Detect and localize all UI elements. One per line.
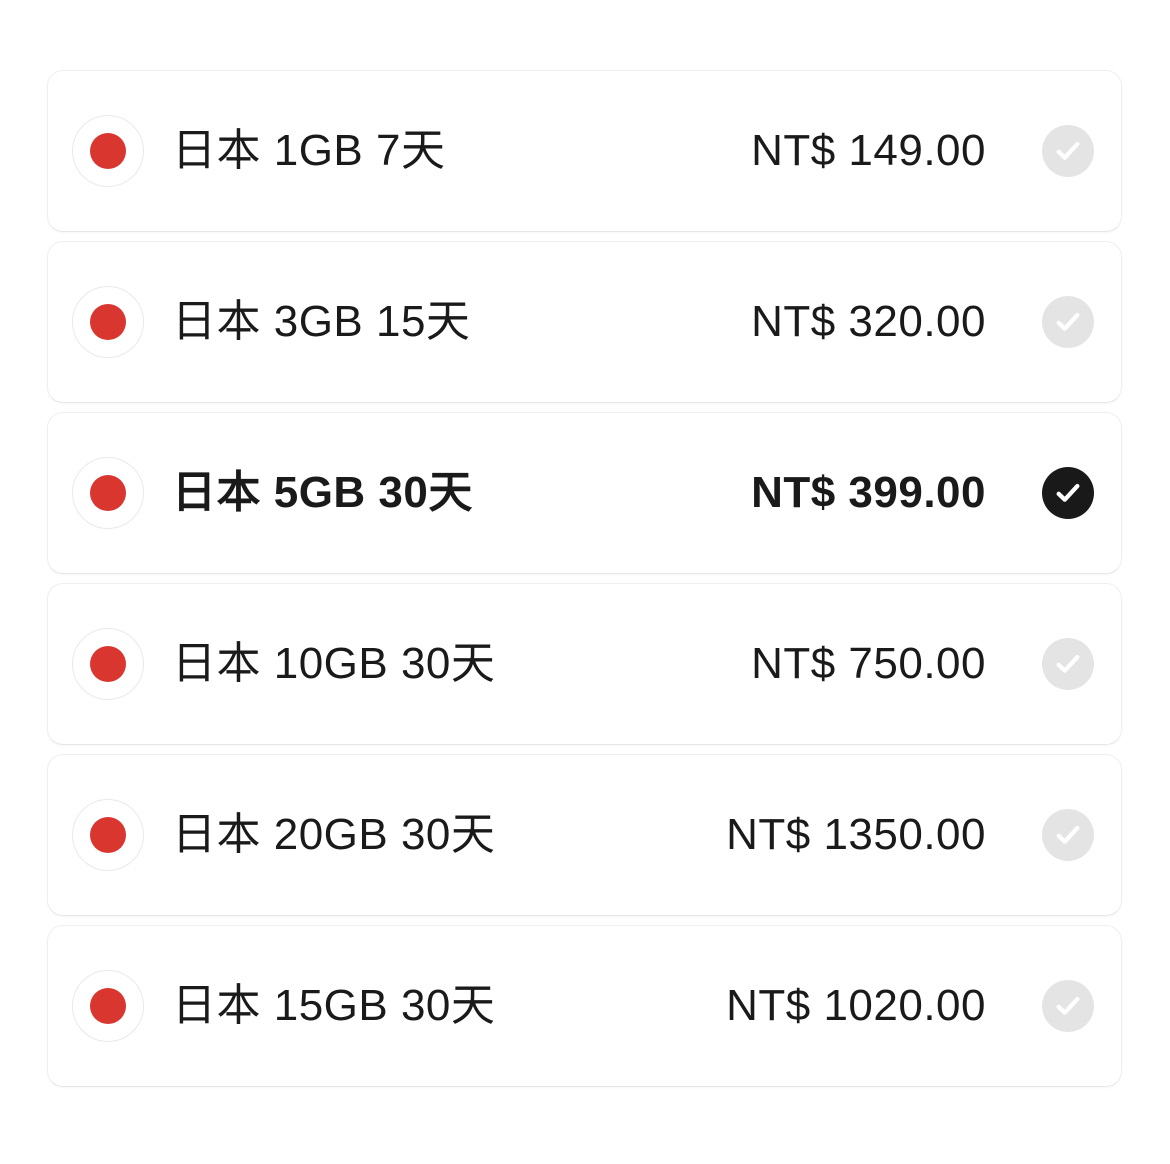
plan-label: 日本 20GB 30天 (172, 810, 496, 859)
check-icon (1042, 980, 1094, 1032)
plan-price: NT$ 1350.00 (726, 810, 986, 859)
plan-row[interactable]: 日本 15GB 30天 NT$ 1020.00 (47, 925, 1122, 1087)
japan-flag-icon (72, 970, 144, 1042)
japan-flag-icon (72, 799, 144, 871)
japan-flag-dot (90, 475, 126, 511)
plan-price: NT$ 1020.00 (726, 981, 986, 1030)
plan-row[interactable]: 日本 1GB 7天 NT$ 149.00 (47, 70, 1122, 232)
plan-label: 日本 1GB 7天 (172, 126, 446, 175)
japan-flag-dot (90, 988, 126, 1024)
plan-row[interactable]: 日本 3GB 15天 NT$ 320.00 (47, 241, 1122, 403)
plan-price: NT$ 320.00 (751, 297, 986, 346)
plan-price: NT$ 399.00 (751, 468, 986, 517)
japan-flag-dot (90, 817, 126, 853)
japan-flag-icon (72, 115, 144, 187)
japan-flag-dot (90, 304, 126, 340)
check-icon (1042, 125, 1094, 177)
check-icon (1042, 809, 1094, 861)
japan-flag-icon (72, 286, 144, 358)
plan-price: NT$ 750.00 (751, 639, 986, 688)
plan-label: 日本 15GB 30天 (172, 981, 496, 1030)
plan-label: 日本 10GB 30天 (172, 639, 496, 688)
plan-list: 日本 1GB 7天 NT$ 149.00 日本 3GB 15天 NT$ 320.… (47, 0, 1122, 1087)
check-icon (1042, 296, 1094, 348)
japan-flag-icon (72, 628, 144, 700)
check-icon (1042, 467, 1094, 519)
plan-label: 日本 3GB 15天 (172, 297, 471, 346)
plan-row[interactable]: 日本 20GB 30天 NT$ 1350.00 (47, 754, 1122, 916)
japan-flag-dot (90, 133, 126, 169)
check-icon (1042, 638, 1094, 690)
plan-price: NT$ 149.00 (751, 126, 986, 175)
plan-label: 日本 5GB 30天 (172, 468, 473, 517)
japan-flag-dot (90, 646, 126, 682)
plan-row[interactable]: 日本 5GB 30天 NT$ 399.00 (47, 412, 1122, 574)
japan-flag-icon (72, 457, 144, 529)
plan-row[interactable]: 日本 10GB 30天 NT$ 750.00 (47, 583, 1122, 745)
